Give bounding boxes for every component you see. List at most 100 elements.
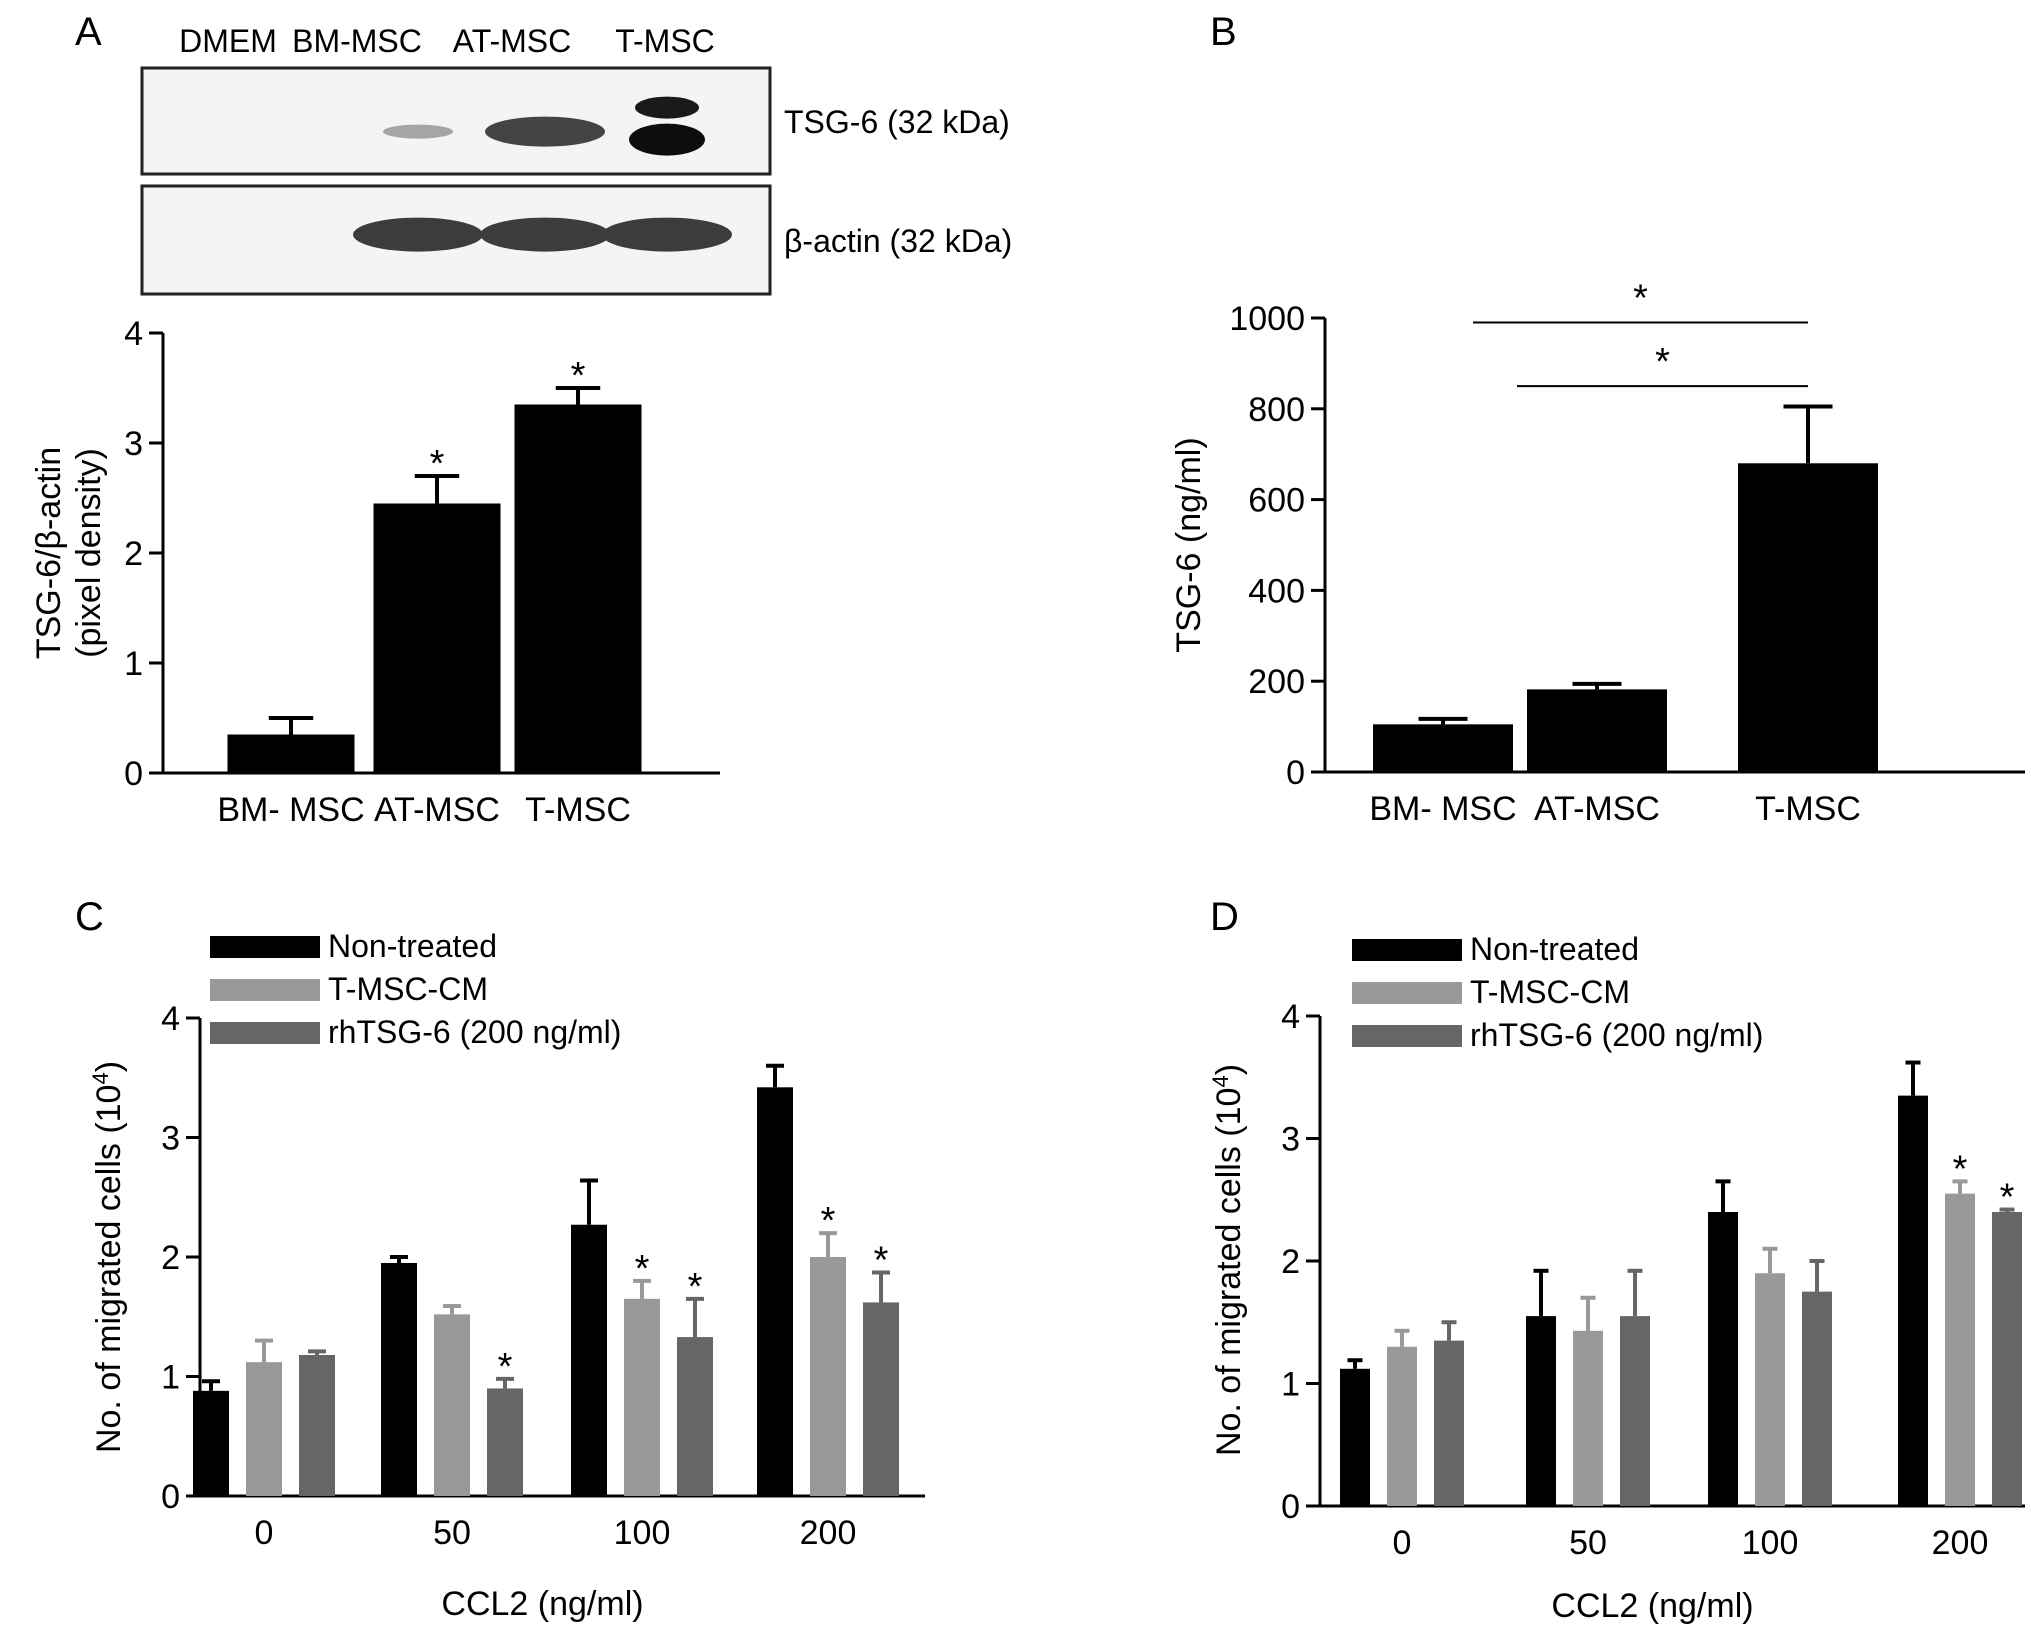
- x-tick-label: BM- MSC: [1369, 790, 1516, 828]
- x-tick-label: 0: [255, 1514, 274, 1552]
- significance-marker: *: [571, 355, 586, 397]
- x-axis-label: CCL2 (ng/ml): [441, 1585, 643, 1623]
- x-tick-label: 200: [800, 1514, 857, 1552]
- y-axis-label: No. of migrated cells (104): [88, 1061, 129, 1453]
- blot-lane-label: BM-MSC: [292, 23, 422, 59]
- x-tick-label: AT-MSC: [374, 791, 500, 829]
- y-tick-label: 800: [1248, 391, 1305, 429]
- y-axis-label-close: ): [1210, 1064, 1248, 1075]
- blot-lane-label: AT-MSC: [453, 23, 572, 59]
- legend-swatch: [210, 1022, 320, 1044]
- bar: [1992, 1212, 2022, 1506]
- legend-label: rhTSG-6 (200 ng/ml): [328, 1014, 621, 1050]
- bar: [1527, 689, 1667, 772]
- legend-swatch: [210, 936, 320, 958]
- bar: [1945, 1193, 1975, 1506]
- legend-label: rhTSG-6 (200 ng/ml): [1470, 1017, 1763, 1053]
- y-tick-label: 400: [1248, 572, 1305, 610]
- y-axis-label-sup: 4: [88, 1072, 113, 1084]
- legend-swatch: [210, 979, 320, 1001]
- y-tick-label: 2: [124, 535, 143, 573]
- y-tick-label: 600: [1248, 482, 1305, 520]
- blot-band: [353, 217, 483, 252]
- y-tick-label: 0: [1286, 754, 1305, 792]
- y-tick-label: 4: [124, 315, 143, 353]
- bar: [487, 1388, 523, 1496]
- y-axis-label: (pixel density): [70, 448, 108, 658]
- bar: [1802, 1291, 1832, 1506]
- y-tick-label: 200: [1248, 663, 1305, 701]
- significance-marker: *: [688, 1266, 703, 1308]
- blot-lane-label: DMEM: [179, 23, 277, 59]
- y-axis-label-text: No. of migrated cells (10: [90, 1085, 128, 1454]
- y-axis-label-text: No. of migrated cells (10: [1210, 1088, 1248, 1457]
- significance-marker: *: [1655, 341, 1670, 383]
- bar: [757, 1087, 793, 1496]
- bar: [1738, 463, 1878, 772]
- blot-band: [485, 116, 605, 147]
- y-axis-label-sup: 4: [1208, 1075, 1233, 1087]
- y-tick-label: 3: [124, 425, 143, 463]
- blot-strip: [140, 66, 772, 176]
- bar: [1434, 1340, 1464, 1506]
- legend: Non-treated T-MSC-CM rhTSG-6 (200 ng/ml): [210, 928, 621, 1050]
- bar: [1898, 1095, 1928, 1506]
- blot-band: [480, 217, 610, 252]
- legend: Non-treated T-MSC-CM rhTSG-6 (200 ng/ml): [1352, 931, 1763, 1053]
- x-tick-label: 100: [1742, 1524, 1799, 1562]
- y-axis-label: No. of migrated cells (104): [1208, 1064, 1249, 1456]
- bar: [1620, 1316, 1650, 1506]
- significance-marker: *: [430, 443, 445, 485]
- bar: [624, 1298, 660, 1496]
- x-tick-label: 50: [1569, 1524, 1607, 1562]
- y-tick-label: 1: [1281, 1366, 1300, 1404]
- y-tick-label: 1000: [1229, 300, 1305, 338]
- x-axis-label: CCL2 (ng/ml): [1551, 1587, 1753, 1625]
- significance-marker: *: [2000, 1177, 2015, 1219]
- x-tick-label: T-MSC: [1755, 790, 1861, 828]
- legend-label: T-MSC-CM: [1470, 974, 1630, 1010]
- blot-lane-label: T-MSC: [615, 23, 715, 59]
- blot-band: [629, 123, 705, 156]
- x-tick-label: T-MSC: [525, 791, 631, 829]
- legend-swatch: [1352, 1025, 1462, 1047]
- blot-band: [383, 124, 453, 139]
- legend-swatch: [1352, 939, 1462, 961]
- y-tick-label: 1: [161, 1359, 180, 1397]
- blot-band-label: TSG-6 (32 kDa): [784, 104, 1010, 140]
- significance-marker: *: [874, 1240, 889, 1282]
- chart-panel-b: 0 200 400 600 800 1000 TSG-6 (ng/ml) BM- MSC AT-…: [1170, 278, 2025, 828]
- blot-band: [635, 96, 699, 119]
- y-tick-label: 4: [161, 1000, 180, 1038]
- bar: [514, 404, 642, 773]
- y-tick-label: 0: [1281, 1488, 1300, 1526]
- y-tick-label: 4: [1281, 998, 1300, 1036]
- y-tick-label: 2: [161, 1239, 180, 1277]
- panel-letter-d: D: [1210, 895, 1239, 939]
- y-tick-label: 2: [1281, 1243, 1300, 1281]
- bar: [373, 503, 501, 773]
- bar: [1387, 1346, 1417, 1506]
- bar: [571, 1224, 607, 1496]
- bar: [1526, 1316, 1556, 1506]
- bar: [227, 734, 355, 773]
- bar: [1755, 1273, 1785, 1506]
- x-tick-label: 0: [1393, 1524, 1412, 1562]
- bar: [863, 1302, 899, 1496]
- significance-marker: *: [635, 1248, 650, 1290]
- blot-band-label: β-actin (32 kDa): [784, 223, 1012, 259]
- y-axis-label: TSG-6 (ng/ml): [1170, 437, 1208, 652]
- bar: [434, 1314, 470, 1496]
- panel-letter-b: B: [1210, 10, 1237, 54]
- legend-label: Non-treated: [1470, 931, 1639, 967]
- chart-panel-a: 0 1 2 3 4 TSG-6/β-actin (pixel density) BM- MSC…: [30, 315, 720, 829]
- y-tick-label: 3: [161, 1120, 180, 1158]
- x-tick-label: 200: [1932, 1524, 1989, 1562]
- legend-swatch: [1352, 982, 1462, 1004]
- y-tick-label: 1: [124, 645, 143, 683]
- y-tick-label: 0: [124, 755, 143, 793]
- significance-marker: *: [1633, 278, 1648, 320]
- bar: [193, 1390, 229, 1496]
